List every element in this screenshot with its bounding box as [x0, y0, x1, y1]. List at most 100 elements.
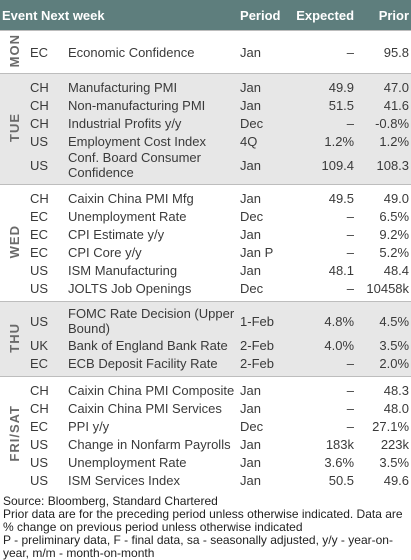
period: 2-Feb [240, 337, 274, 353]
expected: 51.5 [328, 97, 355, 113]
period: Jan [240, 44, 261, 60]
expected: – [346, 355, 355, 371]
expected: – [346, 208, 355, 224]
day-group: FRI/SAT CH Caixin China PMI Composite Jan – 4… [0, 376, 411, 494]
event: Unemployment Rate [68, 454, 187, 470]
prior: 3.5% [379, 454, 410, 470]
region: US [30, 262, 49, 278]
expected: 109.4 [321, 157, 355, 173]
expected: 1.2% [324, 133, 355, 149]
expected: 4.8% [324, 313, 355, 329]
header-expected: Expected [290, 0, 357, 31]
prior: 5.2% [379, 244, 410, 260]
prior: 47.0 [383, 79, 410, 95]
footer-line: P - preliminary data, F - final data, sa… [3, 533, 393, 560]
event: Change in Nonfarm Payrolls [68, 436, 231, 452]
prior: 108.3 [376, 157, 410, 173]
period: Dec [240, 418, 264, 434]
day-group: THU US FOMC Rate Decision (Upper Bound) 1-F… [0, 301, 411, 377]
event-row: US Employment Cost Index 4Q 1.2% 1.2% [0, 132, 411, 150]
event-row: THU US FOMC Rate Decision (Upper Bound) 1-F… [0, 302, 411, 352]
region: EC [30, 355, 49, 371]
prior: -0.8% [375, 115, 410, 131]
header-text: Next week [41, 7, 105, 23]
period: Jan [240, 472, 261, 488]
event: CPI Core y/y [68, 244, 142, 260]
header-row: Event Next week Period Expected Prior [0, 0, 411, 31]
region: US [30, 313, 49, 329]
day-label: MON [6, 33, 22, 68]
day-group: MON EC Economic Confidence Jan – 95.8 [0, 30, 411, 74]
day-group: WED CH Caixin China PMI Mfg Jan 49.5 49.0 EC Un… [0, 184, 411, 302]
day-cell: TUE [0, 74, 28, 185]
event-row: UK Bank of England Bank Rate 2-Feb 4.0% 3.5% [0, 336, 411, 354]
period: Jan [240, 262, 261, 278]
footer-line: Source: Bloomberg, Standard Chartered [3, 494, 218, 508]
region: CH [30, 400, 49, 416]
event-row: US ISM Services Index Jan 50.5 49.6 [0, 471, 411, 493]
event-row: MON EC Economic Confidence Jan – 95.8 [0, 31, 411, 74]
prior: 48.3 [383, 382, 410, 398]
event: ISM Services Index [68, 472, 180, 488]
period: 1-Feb [240, 313, 274, 329]
event: ECB Deposit Facility Rate [68, 355, 218, 371]
region: US [30, 436, 49, 452]
region: EC [30, 44, 49, 60]
event: Manufacturing PMI [68, 79, 178, 95]
region: CH [30, 382, 49, 398]
prior: 6.5% [379, 208, 410, 224]
day-label: WED [6, 224, 22, 259]
expected: – [346, 115, 355, 131]
event: PPI y/y [68, 418, 110, 434]
prior: 2.0% [379, 355, 410, 371]
period: Jan [240, 190, 261, 206]
header-event: Event Next week [0, 0, 239, 31]
event: Industrial Profits y/y [68, 115, 182, 131]
region: CH [30, 190, 49, 206]
period: Jan [240, 400, 261, 416]
event: FOMC Rate Decision (Upper Bound) [68, 306, 235, 336]
event-row: WED CH Caixin China PMI Mfg Jan 49.5 49.0 [0, 185, 411, 259]
prior: 3.5% [379, 337, 410, 353]
period: Jan [240, 382, 261, 398]
event: Non-manufacturing PMI [68, 97, 206, 113]
period: Jan [240, 79, 261, 95]
day-cell: FRI/SAT [0, 377, 28, 494]
event-row: CH Non-manufacturing PMI Jan 51.5 41.6 [0, 96, 411, 114]
day-label: THU [6, 322, 22, 353]
event: ISM Manufacturing [68, 262, 178, 278]
event-row: US Change in Nonfarm Payrolls Jan 183k 223k [0, 435, 411, 453]
expected: – [346, 382, 355, 398]
event-row: US JOLTS Job Openings Dec –10458k [0, 279, 411, 302]
event-row: CH Industrial Profits y/y Dec – -0.8% [0, 114, 411, 132]
event-row: EC ECB Deposit Facility Rate 2-Feb – 2.0% [0, 354, 411, 377]
expected: 183k [325, 436, 355, 452]
header-prior: Prior [356, 0, 411, 31]
period: Jan [240, 454, 261, 470]
calendar-table: Event Next week Period Expected Prior MO… [0, 0, 411, 494]
expected: 3.6% [324, 454, 355, 470]
day-label: FRI/SAT [6, 405, 22, 462]
footer-line: Prior data are for the preceding period … [3, 507, 403, 534]
period: 2-Feb [240, 355, 274, 371]
period: Jan P [240, 244, 274, 260]
event: Caixin China PMI Composite [68, 382, 235, 398]
day-cell: THU [0, 302, 28, 377]
event-row: EC Unemployment Rate Dec – 6.5% [0, 207, 411, 225]
event: Bank of England Bank Rate [68, 337, 228, 353]
region: US [30, 472, 49, 488]
prior: 27.1% [372, 418, 410, 434]
period: Jan [240, 157, 261, 173]
header-period: Period [238, 0, 291, 31]
prior: 95.8 [383, 44, 410, 60]
region: CH [30, 97, 49, 113]
event: CPI Estimate y/y [68, 226, 165, 242]
period: 4Q [240, 133, 258, 149]
prior: 49.6 [383, 472, 410, 488]
prior: 48.4 [383, 262, 410, 278]
region: US [30, 280, 49, 296]
region: US [30, 157, 49, 173]
period: Jan [240, 97, 261, 113]
region: US [30, 133, 49, 149]
